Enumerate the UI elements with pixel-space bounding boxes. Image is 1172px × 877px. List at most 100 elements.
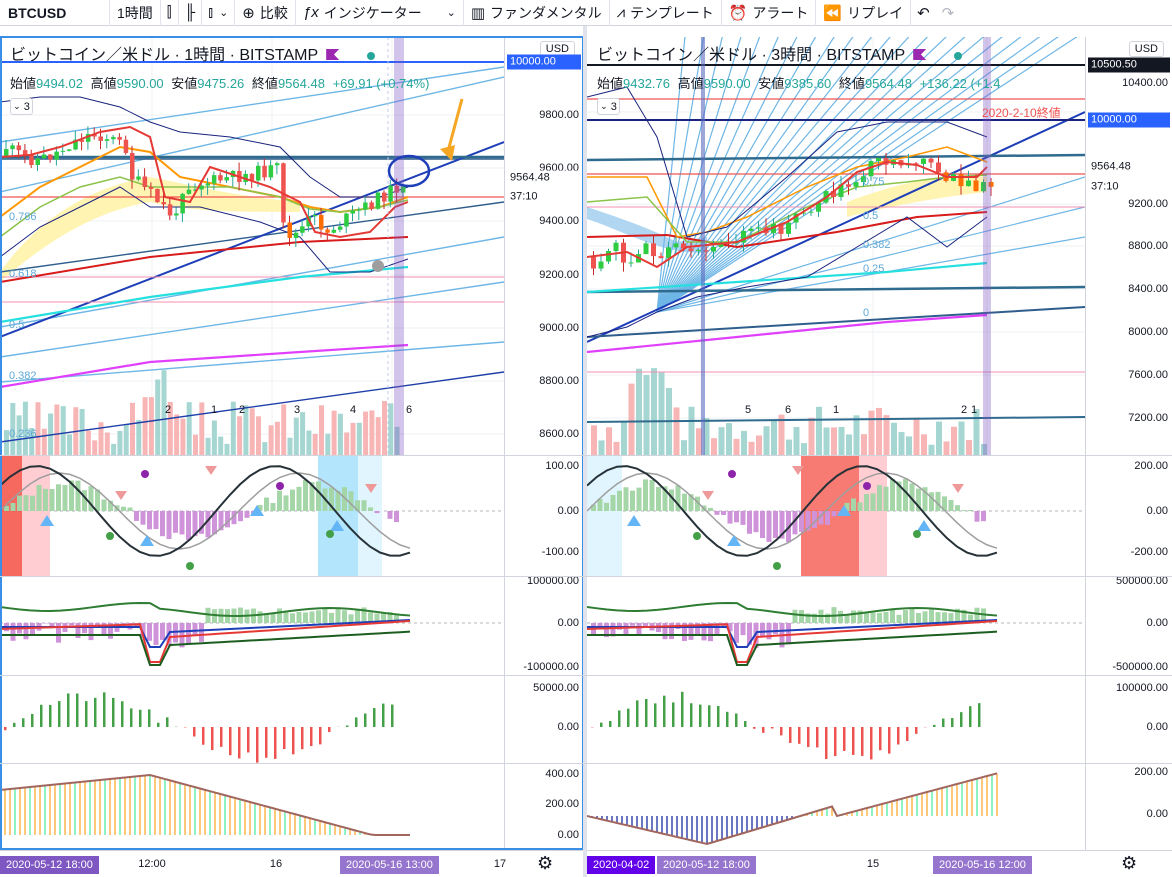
sell-signal-triangle: [115, 491, 127, 500]
histogram-bar: [139, 709, 142, 727]
volume-bar: [274, 421, 280, 455]
signal-zone: [0, 456, 22, 576]
histogram-bar: [708, 705, 711, 727]
green-ma: [0, 176, 409, 238]
right-indicators-toggle[interactable]: ⌄ 3: [597, 98, 620, 115]
right-histogram-pane[interactable]: [587, 676, 1085, 763]
volume-bar: [936, 421, 942, 455]
volume-delta-bar: [727, 623, 733, 632]
pane-separator[interactable]: [0, 455, 1172, 456]
volume-bar: [281, 404, 287, 455]
currency-button[interactable]: USD: [1128, 41, 1164, 57]
oscillator-bar: [831, 511, 837, 517]
histogram-bar: [391, 704, 394, 727]
oscillator-bar: [361, 500, 367, 511]
histogram-bar: [283, 727, 286, 750]
volume-bar: [876, 407, 882, 455]
fan-line: [0, 371, 504, 443]
volume-delta-bar: [597, 623, 603, 628]
left-main-pane[interactable]: 0.786 0.618 0.5 0.382 0.236 2 1 2 3 4 6: [0, 37, 504, 455]
right-bottom-pane[interactable]: [587, 764, 1085, 850]
volume-bar: [606, 427, 612, 455]
volume-bar: [591, 425, 597, 455]
volume-bar: [331, 410, 337, 455]
price-tick-label: 200.00: [1134, 460, 1168, 472]
gann-fan-line: [656, 37, 705, 313]
right-settings-button[interactable]: ⚙: [1121, 853, 1137, 874]
redo-button[interactable]: ↷: [936, 0, 961, 26]
alerts-button[interactable]: ⏰ アラート: [722, 0, 817, 26]
histogram-bar: [382, 703, 385, 727]
compare-button[interactable]: ⊕ 比較: [235, 0, 296, 26]
oscillator-line: [0, 465, 411, 557]
volume-bar: [205, 437, 211, 455]
gear-icon: ⚙: [1121, 853, 1138, 873]
volume-bar: [16, 415, 22, 455]
volume-bar: [148, 397, 154, 455]
volume-bar: [786, 439, 792, 455]
symbol-search-button[interactable]: BTCUSD: [0, 0, 110, 26]
volume-bar: [98, 422, 104, 455]
chart-type-button[interactable]: ⫾ ⌄: [202, 0, 236, 26]
replay-button[interactable]: ⏪ リプレイ: [816, 0, 912, 26]
volume-bar: [981, 444, 987, 455]
candle-body: [921, 158, 926, 164]
histogram-bar: [319, 727, 322, 745]
buy-signal-triangle: [837, 505, 851, 516]
time-range-end-chip: 2020-05-16 12:00: [933, 856, 1032, 874]
left-time-axis[interactable]: 12:001612:00172020-05-12 18:002020-05-16…: [0, 850, 583, 877]
volume-bar: [85, 430, 91, 455]
pane-separator[interactable]: [0, 576, 1172, 577]
charts-splitter[interactable]: [583, 26, 587, 877]
undo-button[interactable]: ↶: [911, 0, 936, 26]
signal-dot: [326, 530, 334, 538]
candle-body: [382, 192, 387, 202]
level-price-tag: 10000.00: [1088, 112, 1170, 128]
candle-body: [793, 213, 799, 223]
left-indicators-toggle[interactable]: ⌄ 3: [10, 98, 33, 115]
histogram-bar: [49, 704, 52, 727]
volume-bar: [741, 430, 747, 455]
pane-separator[interactable]: [0, 763, 1172, 764]
oscillator-bar: [270, 503, 276, 511]
indicators-button[interactable]: ƒx インジケーター ⌄: [296, 0, 464, 26]
histogram-bar: [771, 727, 774, 729]
oscillator-bar: [896, 481, 902, 511]
countdown-tag: 37:10: [1088, 179, 1170, 195]
left-oscillator-pane[interactable]: [0, 456, 504, 576]
sell-signal-triangle: [365, 484, 377, 493]
left-volume-pane[interactable]: [0, 577, 504, 675]
oscillator-bar: [10, 502, 16, 511]
templates-button[interactable]: ⩘ テンプレート: [610, 0, 722, 26]
left-settings-button[interactable]: ⚙: [537, 853, 553, 874]
pane-separator[interactable]: [0, 675, 1172, 676]
fundamentals-button[interactable]: ▥ ファンダメンタル: [464, 0, 610, 26]
histogram-bar: [897, 727, 900, 745]
left-bottom-pane[interactable]: [0, 764, 504, 850]
left-histogram-pane[interactable]: [0, 676, 504, 763]
oscillator-bar: [662, 486, 668, 511]
oscillator-bar: [779, 511, 785, 539]
currency-button[interactable]: USD: [539, 41, 575, 57]
volume-bar: [966, 439, 972, 455]
price-tick-label: 7200.00: [1128, 412, 1168, 424]
volume-bar: [688, 406, 695, 455]
candle-body: [136, 176, 141, 180]
volume-bar: [237, 416, 243, 455]
candles-style-button[interactable]: ⫿: [161, 0, 179, 26]
price-tick-label: 7600.00: [1128, 369, 1168, 381]
right-price-axis[interactable]: USD 10400.00 9200.00 8800.00 8400.00 8000.00…: [1085, 37, 1172, 455]
left-volume-axis: 100000.00 0.00 -100000.00: [504, 577, 583, 675]
right-oscillator-pane[interactable]: [587, 456, 1085, 576]
bars-style-button[interactable]: ╟: [179, 0, 203, 26]
volume-bar: [117, 430, 123, 455]
left-price-axis[interactable]: USD 9800.00 9600.00 9400.00 9200.00 9000.00 8…: [504, 37, 583, 455]
volume-delta-bar: [636, 623, 642, 636]
interval-button[interactable]: 1時間: [110, 0, 161, 26]
candle-body: [54, 151, 59, 160]
right-main-pane[interactable]: 0.75 0.5 0.382 0.25 0 5 6 1 2 1: [587, 37, 1085, 455]
right-volume-pane[interactable]: [587, 577, 1085, 675]
oscillator-bar: [374, 511, 380, 514]
candle-body: [778, 223, 784, 234]
